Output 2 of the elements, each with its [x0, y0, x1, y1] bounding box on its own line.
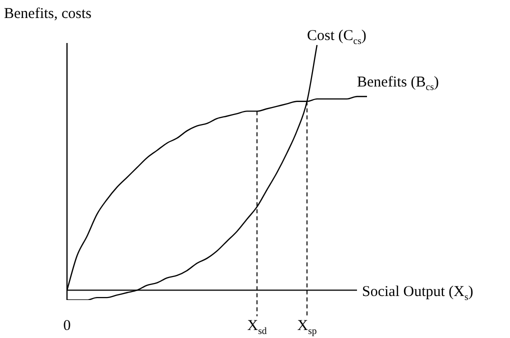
y-axis-title: Benefits, costs: [4, 6, 92, 22]
x-tick-label: 0: [63, 318, 71, 334]
